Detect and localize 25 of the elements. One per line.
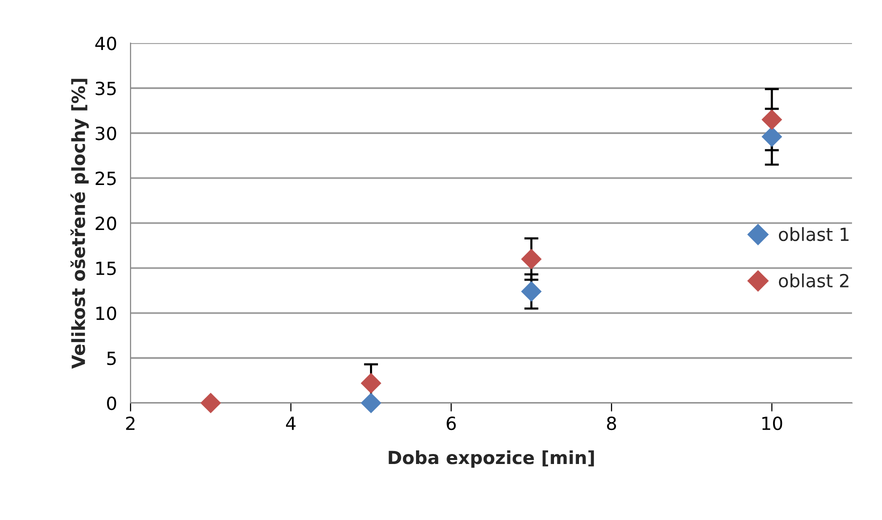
x-tick-label: 8 [607, 416, 616, 430]
y-tick-label: 15 [96, 262, 116, 276]
x-tick-label: 4 [286, 416, 296, 430]
point [360, 372, 382, 394]
x-tick-label: 10 [762, 416, 782, 430]
y-tick-label: 30 [96, 126, 116, 140]
point [762, 126, 782, 148]
legend-label: oblast 2 [778, 274, 848, 288]
point [521, 281, 542, 302]
y-tick-label: 40 [95, 36, 116, 50]
point [762, 109, 782, 130]
point [200, 392, 221, 414]
y-tick-label: 25 [96, 172, 116, 186]
x-tick-label: 6 [446, 416, 456, 430]
legend-label: oblast 1 [778, 227, 849, 242]
y-tick-label: 20 [96, 216, 116, 230]
y-axis-title: Velikost ošetřené plochy [%] [70, 78, 89, 369]
point [360, 392, 382, 414]
x-axis-title: Doba expozice [min] [388, 450, 594, 468]
y-tick-label: 35 [96, 82, 116, 96]
x-tick-label: 2 [126, 416, 134, 430]
y-tick-label: 5 [107, 352, 116, 366]
y-tick-label: 0 [107, 396, 116, 410]
point [521, 248, 542, 270]
y-tick-label: 10 [96, 306, 116, 320]
